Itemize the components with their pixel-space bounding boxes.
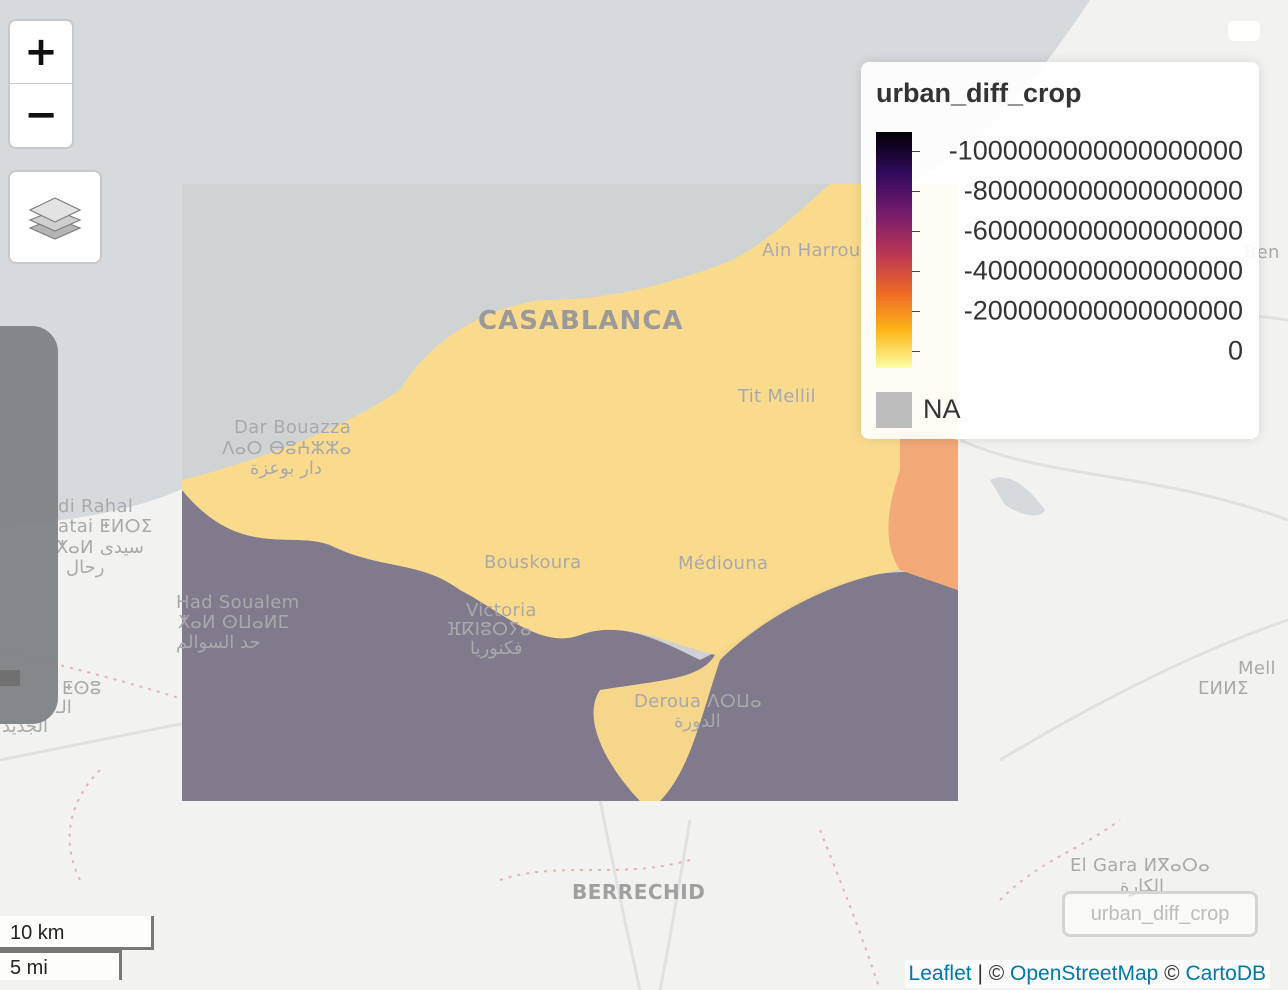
legend-na-swatch bbox=[876, 392, 912, 428]
legend-tick bbox=[912, 231, 920, 232]
legend-colorbar bbox=[876, 132, 912, 368]
place-label: Dar Bouazza bbox=[234, 417, 352, 438]
side-panel[interactable] bbox=[0, 326, 58, 724]
legend-tick bbox=[912, 351, 920, 352]
legend-label: -600000000000000000 bbox=[963, 215, 1243, 246]
zoom-out-button[interactable]: − bbox=[10, 83, 72, 146]
legend-label: -400000000000000000 bbox=[963, 255, 1243, 286]
legend: urban_diff_crop -1000000000000000000 -80… bbox=[861, 62, 1259, 439]
raster-mid bbox=[888, 430, 958, 590]
legend-label: -1000000000000000000 bbox=[948, 135, 1243, 166]
place-label: رحال bbox=[66, 557, 105, 578]
place-label: Deroua ⴷⵔⵡⴰ bbox=[634, 691, 762, 712]
legend-tick bbox=[912, 311, 920, 312]
legend-label: 0 bbox=[1227, 335, 1243, 366]
place-label: الـ bbox=[56, 697, 72, 718]
scale-bar-km: 10 km bbox=[0, 916, 154, 950]
place-label: ⵎⵍⵍⵉ bbox=[1198, 678, 1249, 699]
zoom-control: + − bbox=[8, 19, 74, 149]
place-label: Tit Mellil bbox=[738, 386, 816, 407]
place-label: ⵟⵙⵓ bbox=[62, 678, 102, 699]
legend-label: -200000000000000000 bbox=[963, 295, 1243, 326]
openstreetmap-link[interactable]: OpenStreetMap bbox=[1010, 962, 1159, 985]
attribution: Leaflet | © OpenStreetMap © CartoDB bbox=[904, 960, 1270, 988]
place-label: ⴼⴽⵏⵓⵔⵢⴰ bbox=[446, 619, 532, 640]
attribution-separator: © bbox=[1158, 962, 1186, 985]
place-label: Had Soualem bbox=[176, 592, 300, 613]
place-label: Bouskoura bbox=[484, 552, 582, 573]
attribution-separator: | © bbox=[971, 962, 1011, 985]
place-label: atai ⵟⵍⵔⵉ bbox=[58, 516, 153, 537]
legend-tick bbox=[912, 191, 920, 192]
raster-low bbox=[182, 490, 958, 801]
place-label: حد السوالم bbox=[176, 632, 261, 653]
legend-tick bbox=[912, 151, 920, 152]
place-label: Mell bbox=[1238, 658, 1276, 679]
layer-toggle-button[interactable]: urban_diff_crop bbox=[1062, 891, 1258, 937]
place-label: دار بوعزة bbox=[250, 458, 322, 479]
place-label: BERRECHID bbox=[572, 880, 706, 904]
side-panel-handle[interactable] bbox=[0, 670, 20, 686]
place-label: CASABLANCA bbox=[478, 306, 684, 336]
place-label: ⴷⴰⵔ ⴱⵓⵄⵣⵣⴰ bbox=[222, 438, 352, 459]
place-label: ⵅⴰⵍ ⵙⵡⴰⵍⵎ bbox=[178, 612, 290, 633]
zoom-in-button[interactable]: + bbox=[24, 29, 58, 75]
legend-na-label: NA bbox=[923, 394, 961, 424]
legend-label: -800000000000000000 bbox=[963, 175, 1243, 206]
place-label: Médiouna bbox=[678, 553, 769, 574]
layers-button[interactable] bbox=[8, 170, 102, 264]
place-label: الدورة bbox=[674, 711, 721, 732]
place-label: El Gara ⵍⴳⴰⵔⴰ bbox=[1070, 855, 1211, 876]
scale-bar-mi: 5 mi bbox=[0, 950, 122, 980]
place-label: ⵅⴰⵍ سيدى bbox=[56, 537, 144, 558]
map-widget-button[interactable] bbox=[1228, 21, 1260, 41]
layers-icon bbox=[28, 197, 82, 240]
raster-high bbox=[182, 184, 958, 801]
leaflet-link[interactable]: Leaflet bbox=[908, 962, 972, 985]
cartodb-link[interactable]: CartoDB bbox=[1185, 962, 1266, 985]
place-label: di Rahal bbox=[58, 496, 134, 517]
place-label: Victoria bbox=[466, 600, 537, 621]
legend-tick bbox=[912, 271, 920, 272]
place-label: فكنوريا bbox=[470, 638, 523, 659]
legend-title: urban_diff_crop bbox=[876, 78, 1082, 108]
place-label: Ain Harrou bbox=[762, 240, 861, 261]
